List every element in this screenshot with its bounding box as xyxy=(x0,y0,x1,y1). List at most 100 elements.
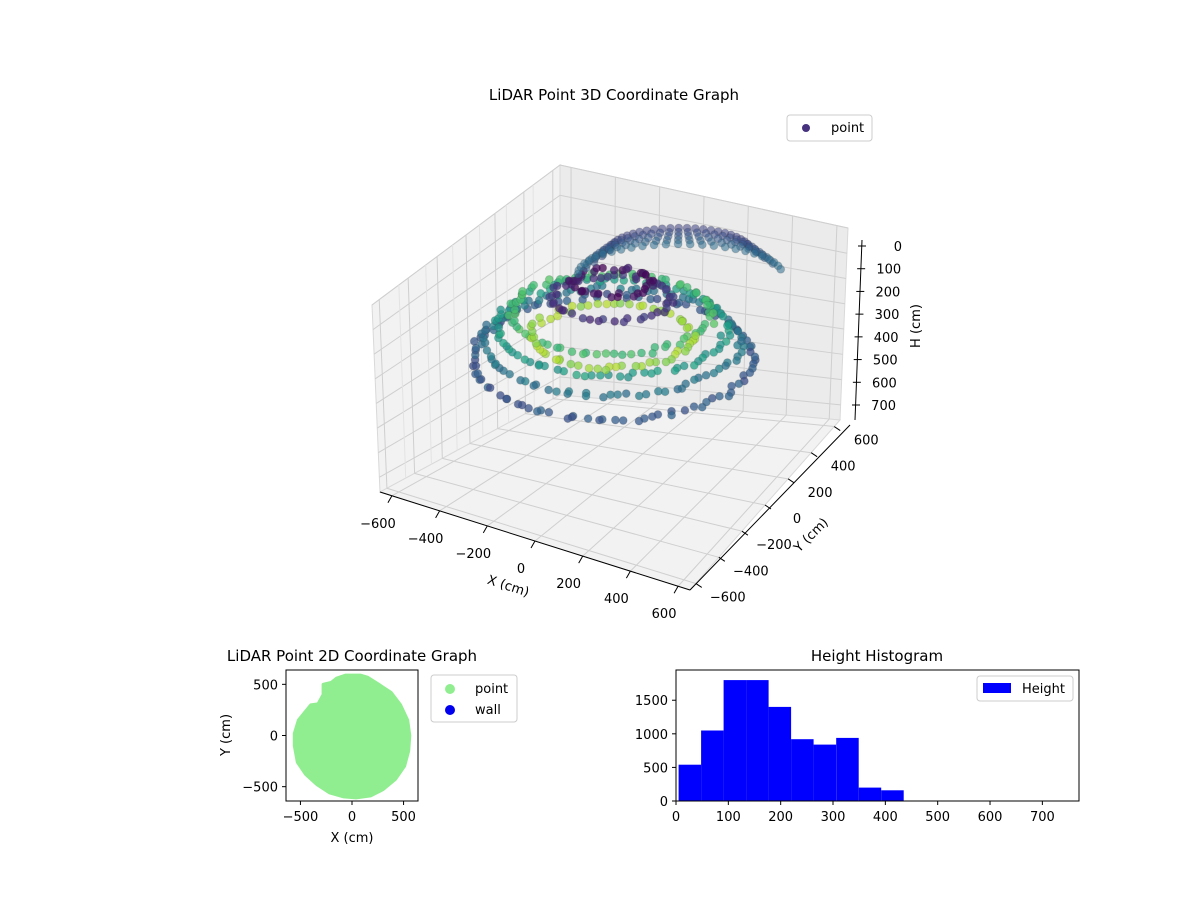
point-3d xyxy=(544,407,554,417)
point-3d xyxy=(707,393,717,403)
point-3d xyxy=(598,392,608,402)
grid-line-y xyxy=(436,256,443,459)
point-3d xyxy=(529,381,539,391)
chart-2d: LiDAR Point 2D Coordinate Graph −500 0 500… xyxy=(219,647,518,846)
grid-line-y xyxy=(407,278,416,474)
tick-label-x-histogram: 200 xyxy=(768,810,793,825)
tick-label-z-3d: 0 xyxy=(894,240,902,255)
point-3d xyxy=(661,357,671,367)
grid-line-y xyxy=(398,284,407,479)
point-3d xyxy=(615,372,625,381)
tick-label-z-3d: 600 xyxy=(872,376,897,391)
point-3d xyxy=(660,342,670,352)
point-3d xyxy=(486,351,496,361)
point-3d xyxy=(734,379,744,389)
point-3d xyxy=(598,263,608,273)
point-3d xyxy=(689,360,699,370)
tick-label-y-3d: 600 xyxy=(854,434,879,449)
tick-label-y-3d: 400 xyxy=(831,460,856,475)
tick-label-y-histogram: 0 xyxy=(660,795,668,810)
tick-label-x-histogram: 600 xyxy=(978,810,1003,825)
point-3d xyxy=(609,265,619,275)
histogram-bar xyxy=(858,787,882,801)
grid-line-z xyxy=(371,164,849,306)
tick-label-z-3d: 100 xyxy=(876,263,901,278)
point-3d xyxy=(673,384,683,394)
point-3d xyxy=(578,313,588,323)
point-3d xyxy=(667,410,677,420)
point-3d xyxy=(566,359,576,369)
point-3d xyxy=(634,391,644,401)
point-3d xyxy=(567,347,577,357)
point-3d xyxy=(552,289,561,299)
point-3d xyxy=(647,311,657,321)
grid-line-x xyxy=(613,177,616,400)
point-3d xyxy=(673,239,683,249)
point-3d xyxy=(636,314,646,324)
point-3d xyxy=(610,415,620,425)
tick-label-x-3d: 600 xyxy=(652,607,677,622)
x-axis-label-3d: X (cm) xyxy=(485,573,531,601)
tick-label-z-3d: 300 xyxy=(875,308,900,323)
point-3d xyxy=(621,389,631,399)
point-3d xyxy=(682,323,692,333)
point-3d xyxy=(572,370,582,380)
point-3d xyxy=(708,308,718,318)
point-3d xyxy=(593,299,603,309)
point-3d xyxy=(551,355,561,365)
histogram-bar xyxy=(701,730,724,801)
tick-x-3d xyxy=(435,510,441,519)
histogram-bar xyxy=(813,744,837,801)
histogram-bar xyxy=(746,680,769,801)
point-3d xyxy=(524,403,534,413)
point-3d xyxy=(552,343,562,353)
z-axis-line xyxy=(854,239,863,421)
point-3d xyxy=(552,387,561,397)
point-3d xyxy=(647,412,657,422)
point-3d xyxy=(494,323,504,333)
point-3d xyxy=(689,402,699,412)
point-3d xyxy=(626,243,636,253)
point-3d xyxy=(680,405,690,415)
point-3d xyxy=(473,368,483,378)
histogram-bar xyxy=(723,680,747,801)
plot-area-2d xyxy=(292,673,412,800)
point-3d xyxy=(668,292,678,302)
tick-y-3d xyxy=(695,583,703,588)
legend-label-point-3d: point xyxy=(831,121,864,136)
point-3d xyxy=(577,287,587,296)
tick-label-x-3d: 0 xyxy=(517,562,525,577)
point-3d xyxy=(593,364,603,374)
point-3d xyxy=(750,352,760,362)
point-3d xyxy=(536,288,546,298)
point-3d xyxy=(701,370,711,380)
point-3d xyxy=(634,416,644,426)
tick-label-x-2d: 500 xyxy=(391,810,416,825)
point-3d xyxy=(697,240,707,250)
point-3d xyxy=(576,302,586,311)
point-3d xyxy=(645,357,655,367)
chart-3d: LiDAR Point 3D Coordinate Graph −600 −400… xyxy=(360,86,924,622)
point-3d xyxy=(481,320,491,330)
point-3d xyxy=(776,264,786,274)
point-3d xyxy=(535,313,545,323)
point-3d xyxy=(648,348,658,358)
point-3d xyxy=(648,276,658,286)
legend-3d: point xyxy=(786,114,873,142)
point-3d xyxy=(757,251,767,261)
point-3d xyxy=(501,394,511,404)
tick-label-y-2d: 500 xyxy=(253,678,278,693)
point-3d xyxy=(607,292,616,302)
point-3d xyxy=(709,368,719,378)
point-3d xyxy=(607,247,617,257)
point-3d xyxy=(692,288,701,298)
legend-label-height: Height xyxy=(1022,682,1065,697)
point-3d xyxy=(631,361,641,371)
grid-line-y xyxy=(452,244,458,451)
point-3d xyxy=(610,316,620,326)
chart-3d-title: LiDAR Point 3D Coordinate Graph xyxy=(489,86,739,104)
grid-line-y xyxy=(469,443,766,506)
tick-y-3d xyxy=(741,530,749,536)
point-3d xyxy=(652,294,662,304)
point-3d xyxy=(552,281,562,291)
